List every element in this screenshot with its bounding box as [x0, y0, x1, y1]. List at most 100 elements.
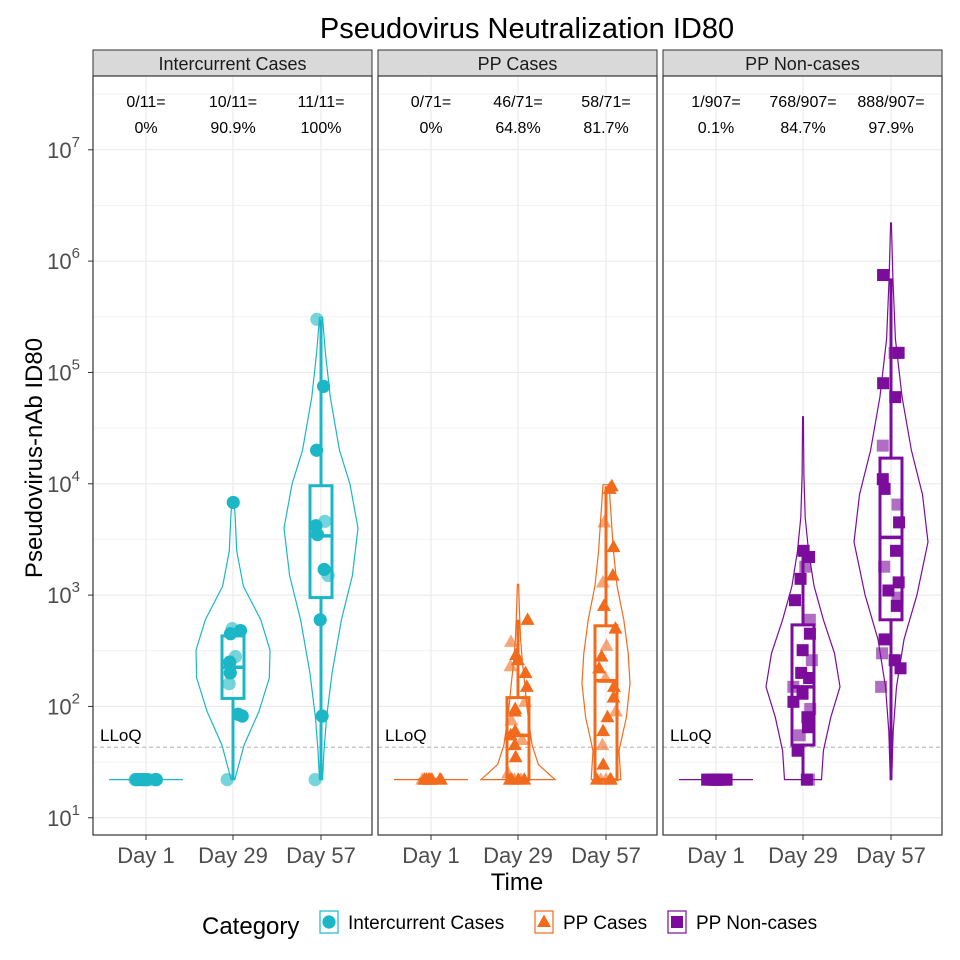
response-ratio-label: 0/11=: [126, 94, 165, 111]
data-point: [796, 644, 809, 657]
data-point: [892, 346, 905, 359]
y-tick-label: 106: [47, 245, 80, 274]
data-point: [876, 439, 889, 452]
y-tick-base: 10: [47, 472, 71, 497]
y-tick-exponent: 3: [72, 579, 80, 596]
data-point: [595, 574, 610, 588]
panel-intercurrent-cases: LLoQ Intercurrent Cases 0/11= 0% 10/11= 90.9%…: [92, 49, 373, 868]
data-point: [308, 773, 322, 787]
x-tick-label: Day 29: [483, 843, 553, 868]
data-point: [317, 562, 331, 577]
legend-item: PP Cases: [534, 910, 647, 934]
data-point: [711, 773, 724, 786]
response-ratio-label: 10/11=: [209, 94, 257, 111]
data-point: [892, 576, 905, 589]
data-point: [597, 514, 612, 528]
y-tick-label: 102: [47, 690, 80, 719]
data-point: [603, 772, 617, 785]
response-percent-label: 90.9%: [210, 120, 255, 137]
group-day-1: 0/11= 0%: [109, 94, 183, 787]
panel-strip: [662, 49, 943, 77]
data-point: [316, 379, 331, 393]
data-point: [515, 732, 530, 745]
data-point: [889, 391, 902, 404]
legend-label: Intercurrent Cases: [348, 913, 504, 934]
data-point: [504, 712, 519, 726]
data-point: [599, 638, 614, 651]
data-point: [608, 621, 623, 634]
data-point: [596, 598, 611, 611]
data-point: [794, 572, 807, 585]
legend-marker: [537, 914, 551, 928]
data-point: [589, 772, 604, 785]
response-percent-label: 97.9%: [868, 120, 913, 137]
y-tick-base: 10: [47, 249, 71, 274]
group-day-29: 46/71= 64.8%: [479, 94, 557, 785]
group-day-57: 11/11= 100%: [283, 94, 359, 787]
group-day-29: 10/11= 90.9%: [195, 94, 271, 787]
data-point: [803, 627, 816, 640]
x-tick-label: Day 57: [286, 843, 356, 868]
data-point: [888, 654, 901, 667]
data-point: [891, 591, 904, 604]
y-tick-exponent: 1: [72, 802, 80, 819]
violin-outline: [765, 416, 841, 781]
response-percent-label: 0.1%: [698, 120, 734, 137]
violin-outline: [853, 222, 929, 781]
y-tick-label: 103: [47, 579, 80, 608]
data-point: [882, 584, 895, 597]
data-point: [797, 544, 810, 557]
data-point: [878, 633, 891, 646]
response-percent-label: 0%: [419, 120, 442, 137]
data-point: [149, 773, 163, 787]
x-tick-label: Day 1: [687, 843, 744, 868]
x-tick-label: Day 57: [856, 843, 926, 868]
lloq-label: LLoQ: [385, 726, 427, 745]
x-tick-label: Day 1: [117, 843, 174, 868]
legend-label: PP Cases: [563, 913, 647, 934]
data-point: [804, 702, 817, 715]
data-point: [608, 704, 623, 717]
data-point: [310, 527, 325, 542]
legend: Category Intercurrent Cases PP Cases PP No…: [202, 910, 817, 940]
legend-title: Category: [202, 913, 299, 940]
x-tick-label: Day 57: [571, 843, 641, 868]
data-point: [787, 680, 800, 693]
panel-strip: [377, 49, 658, 77]
response-percent-label: 100%: [301, 120, 342, 137]
x-tick-label: Day 29: [768, 843, 838, 868]
panels: LLoQ Intercurrent Cases 0/11= 0% 10/11= 90.9%…: [92, 49, 943, 868]
chart-title: Pseudovirus Neutralization ID80: [320, 13, 734, 45]
data-point: [501, 766, 516, 779]
data-point: [799, 560, 812, 573]
response-ratio-label: 1/907=: [691, 94, 740, 111]
y-tick-exponent: 4: [72, 468, 80, 485]
data-point: [876, 473, 889, 486]
panel-pp-cases: LLoQ PP Cases 0/71= 0% 46/71= 64.8% 58/71= 81.7…: [377, 49, 658, 868]
data-point: [605, 568, 620, 581]
group-day-1: 0/71= 0%: [394, 94, 468, 785]
y-axis-label: Pseudovirus-nAb ID80: [21, 338, 48, 578]
y-tick-exponent: 5: [72, 356, 80, 373]
response-percent-label: 64.8%: [495, 120, 540, 137]
data-point: [890, 544, 903, 557]
data-point: [604, 478, 619, 492]
panel-pp-non-cases: LLoQ PP Non-cases 1/907= 0.1% 768/907= 84.7% 8…: [662, 49, 943, 868]
y-tick-base: 10: [47, 694, 71, 719]
data-point: [228, 650, 243, 664]
data-point: [504, 634, 518, 647]
data-point: [803, 613, 816, 626]
data-point: [596, 723, 611, 737]
panel-strip-label: PP Non-cases: [745, 54, 860, 74]
panel-strip-label: Intercurrent Cases: [158, 54, 306, 74]
data-point: [598, 670, 613, 684]
data-point: [519, 679, 534, 692]
data-point: [315, 709, 329, 723]
data-point: [511, 772, 526, 785]
data-point: [787, 695, 800, 708]
y-tick-exponent: 7: [72, 134, 80, 151]
data-point: [875, 680, 888, 693]
data-point: [893, 516, 906, 529]
